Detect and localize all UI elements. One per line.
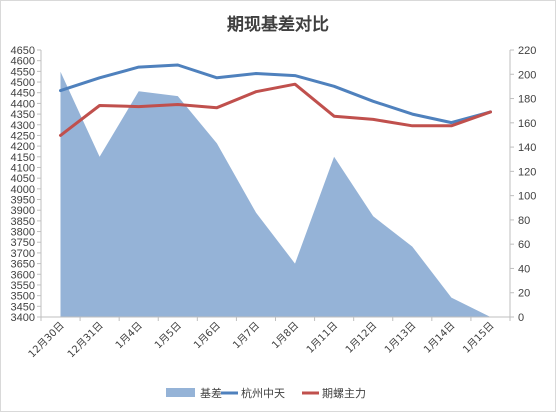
right-tick-label: 120 [518, 166, 536, 178]
x-tick-label: 1月7日 [230, 320, 262, 352]
x-tick-label: 1月14日 [421, 320, 457, 356]
left-tick-label: 3850 [11, 216, 35, 228]
right-tick-label: 220 [518, 45, 536, 57]
line-series-2 [59, 82, 492, 137]
axis-layer [37, 49, 514, 321]
left-tick-label: 4550 [11, 66, 35, 78]
right-tick-label: 20 [518, 288, 530, 300]
left-tick-label: 4350 [11, 109, 35, 121]
line-layer [59, 63, 492, 137]
x-tick-label: 12月31日 [65, 320, 106, 361]
area-layer [60, 71, 491, 317]
left-tick-label: 3500 [11, 291, 35, 303]
left-tick-label: 4100 [11, 162, 35, 174]
right-tick-label: 40 [518, 263, 530, 275]
x-tick-label: 12月30日 [26, 320, 67, 361]
chart-title: 期现基差对比 [227, 14, 329, 35]
legend-label: 期螺主力 [322, 387, 366, 400]
left-tick-label: 4500 [11, 77, 35, 89]
x-tick-label: 1月6日 [191, 320, 223, 352]
right-tick-label: 80 [518, 215, 530, 227]
left-tick-label: 4150 [11, 152, 35, 164]
left-tick-label: 4000 [11, 184, 35, 196]
right-tick-label: 180 [518, 94, 536, 106]
right-tick-label: 200 [518, 69, 536, 81]
chart-legend: 基差 杭州中天 期螺主力 [166, 386, 366, 400]
left-tick-label: 3700 [11, 248, 35, 260]
legend-label: 杭州中天 [241, 386, 285, 400]
x-tick-label: 1月15日 [460, 320, 496, 356]
right-tick-label: 140 [518, 142, 536, 154]
x-tick-label: 1月11日 [304, 320, 340, 356]
right-tick-label: 160 [518, 118, 536, 130]
left-tick-label: 3450 [11, 301, 35, 313]
line-series-1 [59, 63, 492, 125]
left-tick-label: 4300 [11, 120, 35, 132]
right-tick-label: 100 [518, 191, 536, 203]
x-tick-label: 1月13日 [382, 320, 418, 356]
left-tick-label: 3600 [11, 269, 35, 281]
x-tick-label: 1月5日 [152, 320, 184, 352]
left-tick-label: 3750 [11, 237, 35, 249]
x-tick-label: 1月8日 [270, 320, 302, 352]
left-tick-label: 3800 [11, 227, 35, 239]
left-tick-label: 4050 [11, 173, 35, 185]
left-tick-label: 3650 [11, 259, 35, 271]
left-tick-label: 4250 [11, 130, 35, 142]
left-tick-label: 3550 [11, 280, 35, 292]
left-tick-label: 4650 [11, 45, 35, 57]
left-tick-label: 4200 [11, 141, 35, 153]
legend-label: 基差 [200, 386, 222, 400]
left-tick-label: 3900 [11, 205, 35, 217]
legend-swatch-area [166, 388, 195, 397]
left-tick-label: 4400 [11, 98, 35, 110]
left-tick-label: 3400 [11, 312, 35, 324]
area-series-basis [60, 71, 491, 317]
right-tick-label: 0 [518, 312, 524, 324]
left-tick-label: 4450 [11, 88, 35, 100]
left-tick-label: 4600 [11, 56, 35, 68]
x-tick-label: 1月4日 [113, 320, 145, 352]
right-tick-label: 60 [518, 239, 530, 251]
x-tick-label: 1月12日 [343, 320, 379, 356]
left-tick-label: 3950 [11, 195, 35, 207]
